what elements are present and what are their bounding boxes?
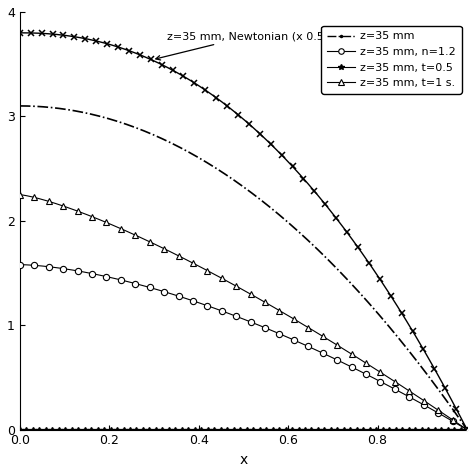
Text: z=35 mm, Newtonian (x 0.5): z=35 mm, Newtonian (x 0.5) (156, 31, 328, 60)
Legend: z=35 mm, z=35 mm, n=1.2, z=35 mm, t=0.5, z=35 mm, t=1 s.: z=35 mm, z=35 mm, n=1.2, z=35 mm, t=0.5,… (321, 26, 462, 94)
X-axis label: x: x (239, 453, 247, 467)
